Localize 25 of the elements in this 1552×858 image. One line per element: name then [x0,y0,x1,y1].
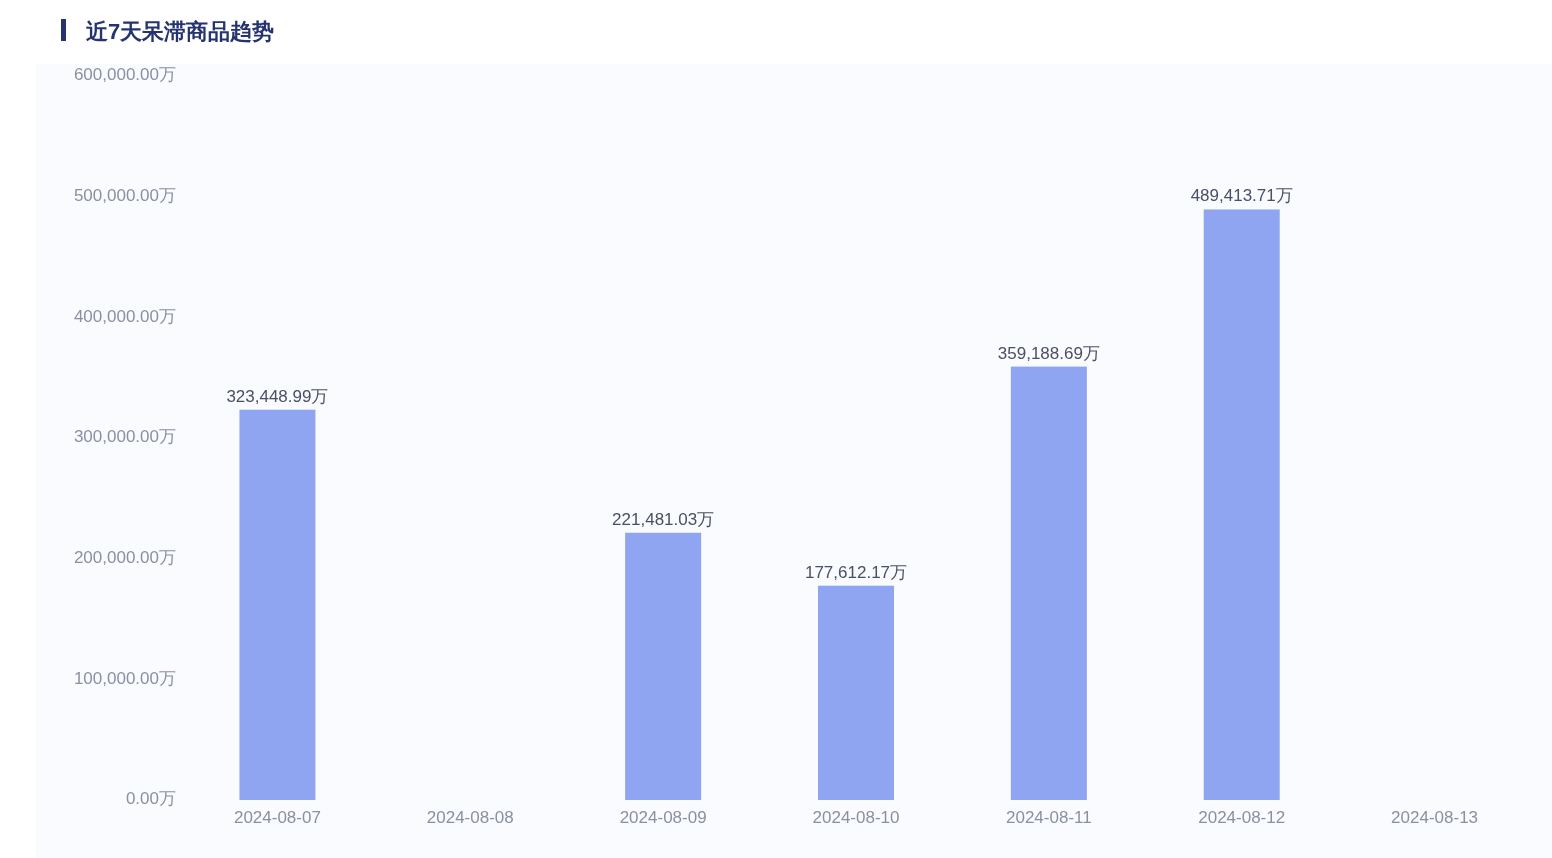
x-tick-label: 2024-08-11 [1006,808,1092,827]
bar [1010,366,1087,800]
x-tick-label: 2024-08-08 [426,808,514,827]
x-tick-label: 2024-08-09 [619,808,707,827]
y-tick-label: 500,000.00万 [73,186,176,206]
y-tick-label: 100,000.00万 [73,668,176,688]
y-tick-label: 200,000.00万 [73,548,176,568]
bar [818,585,894,800]
x-tick-label: 2024-08-10 [812,808,900,827]
y-tick-label: 300,000.00万 [73,427,176,447]
x-tick-label: 2024-08-13 [1391,808,1479,827]
x-tick-label: 2024-08-07 [233,808,321,827]
bar [239,409,316,800]
data-label: 359,188.69万 [997,343,1100,363]
y-tick-label: 600,000.00万 [73,65,176,85]
y-tick-label: 400,000.00万 [73,306,176,326]
bar [1203,209,1280,800]
data-label: 489,413.71万 [1190,186,1293,206]
y-tick-label: 0.00万 [125,789,176,809]
bar [625,532,702,800]
data-label: 221,481.03万 [612,509,715,529]
data-label: 177,612.17万 [804,562,908,582]
x-tick-label: 2024-08-12 [1198,808,1286,827]
chart-title: 近7天呆滞商品趋势 [85,19,275,44]
data-label: 323,448.99万 [226,386,329,406]
